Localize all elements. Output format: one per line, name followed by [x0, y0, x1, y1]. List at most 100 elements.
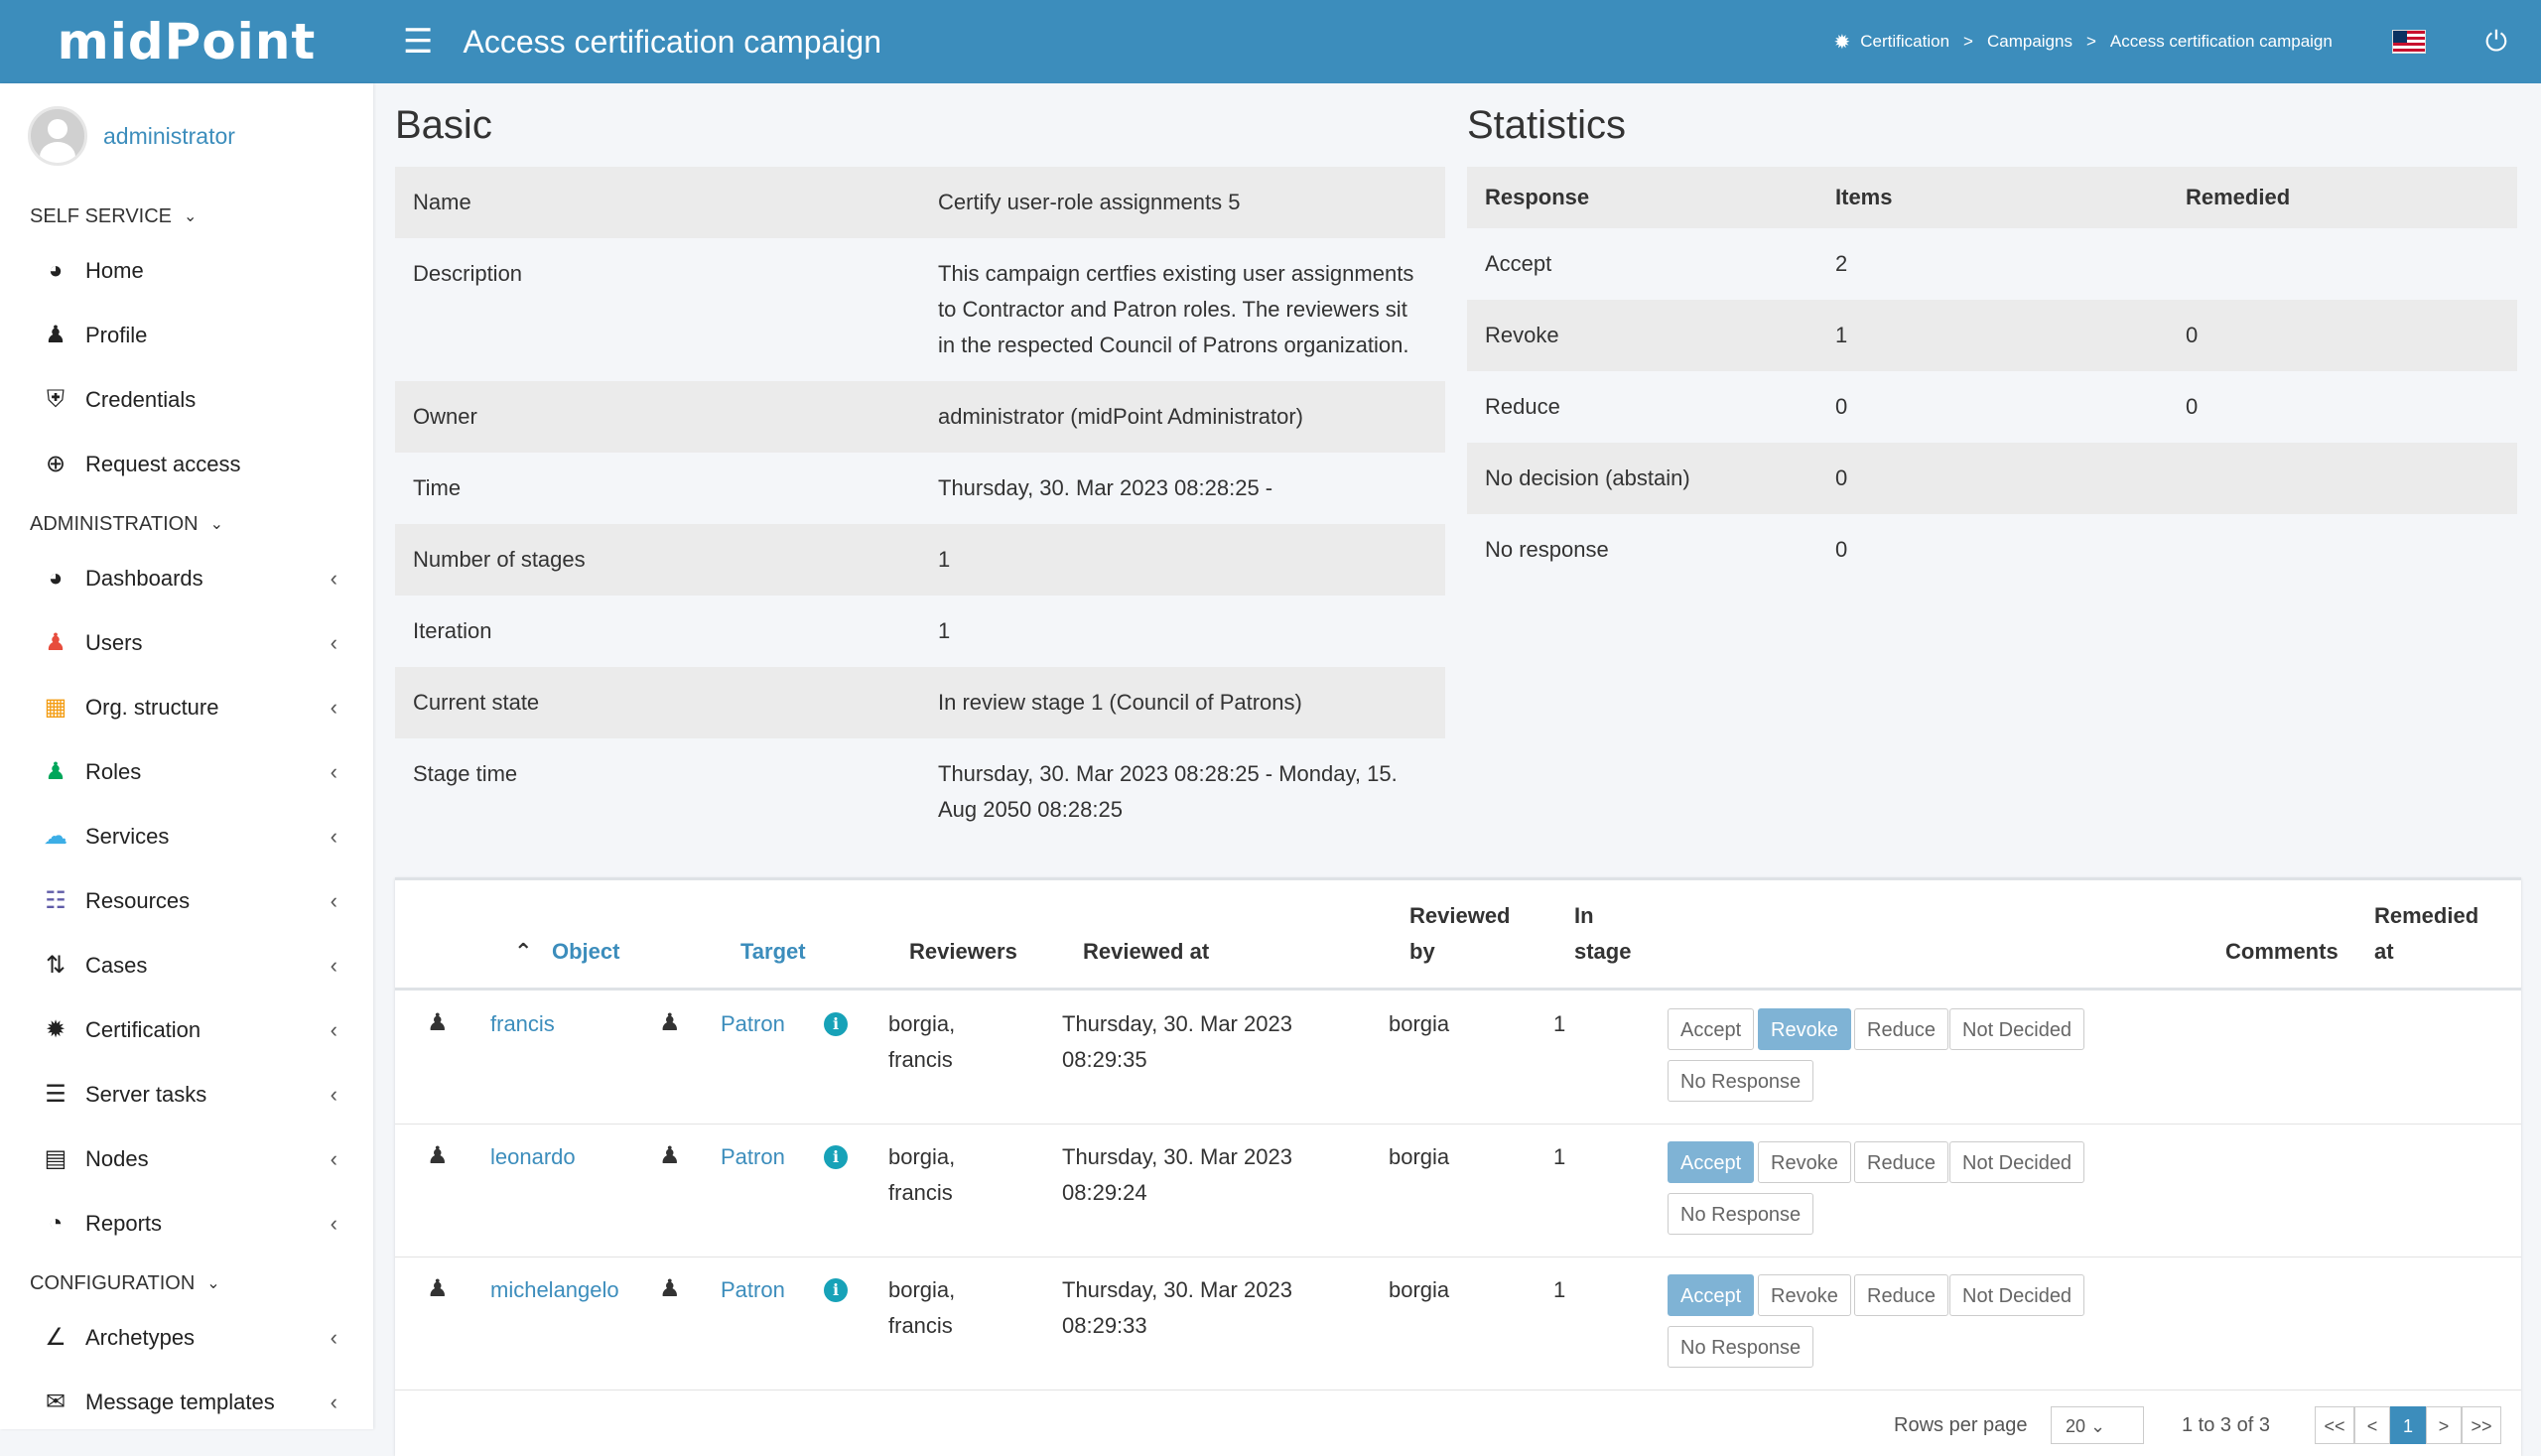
no-response-button[interactable]: No Response	[1668, 1193, 1814, 1235]
reviewed-by-cell: borgia	[1389, 1144, 1450, 1169]
sidebar-item-label: Message templates	[85, 1389, 275, 1414]
accept-button[interactable]: Accept	[1668, 1141, 1755, 1183]
basic-value: 1	[920, 524, 1445, 596]
sidebar-item-request-access[interactable]: ⊕ Request access	[0, 432, 373, 496]
section-self-service[interactable]: SELF SERVICE ⌄	[0, 195, 373, 238]
sidebar-item-profile[interactable]: ♟ Profile	[0, 303, 373, 367]
sidebar-item-credentials[interactable]: ⛨ Credentials	[0, 367, 373, 432]
sidebar-item-label: Dashboards	[85, 565, 203, 591]
info-icon[interactable]: i	[824, 1278, 848, 1302]
pager-first-button[interactable]: <<	[2315, 1406, 2354, 1444]
chevron-left-icon: ‹	[330, 565, 337, 591]
reduce-button[interactable]: Reduce	[1854, 1274, 1948, 1316]
not-decided-button[interactable]: Not Decided	[1949, 1008, 2085, 1050]
accept-button[interactable]: Accept	[1668, 1274, 1755, 1316]
cases-icon: ⇅	[45, 952, 67, 979]
chevron-left-icon: ‹	[330, 887, 337, 913]
rows-per-page-select[interactable]: 20 ⌄	[2051, 1406, 2144, 1444]
column-header-object[interactable]: Object	[552, 939, 620, 964]
pager-prev-button[interactable]: <	[2354, 1406, 2390, 1444]
section-label: SELF SERVICE	[30, 204, 173, 227]
statistics-header: Remedied	[2168, 167, 2517, 228]
column-header-target[interactable]: Target	[740, 939, 806, 964]
chevron-left-icon: ‹	[330, 823, 337, 849]
statistics-cell: Reduce	[1485, 394, 1560, 419]
sidebar-item-message-templates[interactable]: ✉ Message templates ‹	[0, 1370, 373, 1429]
sidebar-item-cases[interactable]: ⇅ Cases ‹	[0, 933, 373, 997]
in-stage-cell: 1	[1553, 1011, 1566, 1036]
cases-table-header: ⌃ Object Target Reviewers Reviewed at Re…	[395, 880, 2521, 991]
sidebar-item-nodes[interactable]: ▤ Nodes ‹	[0, 1126, 373, 1191]
user-icon: ♟	[427, 1142, 449, 1169]
statistics-cell: No response	[1485, 537, 1609, 562]
role-icon: ♟	[45, 758, 67, 785]
midpoint-logo[interactable]: midPoint	[57, 13, 317, 70]
section-configuration[interactable]: CONFIGURATION ⌄	[0, 1261, 373, 1305]
target-link[interactable]: Patron	[721, 1277, 785, 1302]
breadcrumb-item-campaigns[interactable]: Campaigns	[1986, 32, 2073, 51]
basic-label: Iteration	[413, 618, 492, 643]
pager-page-1-button[interactable]: 1	[2390, 1406, 2426, 1444]
not-decided-button[interactable]: Not Decided	[1949, 1141, 2085, 1183]
section-administration[interactable]: ADMINISTRATION ⌄	[0, 502, 373, 546]
language-flag-icon[interactable]	[2391, 30, 2426, 54]
sidebar-item-certification[interactable]: ✹ Certification ‹	[0, 997, 373, 1062]
reduce-button[interactable]: Reduce	[1854, 1141, 1948, 1183]
not-decided-button[interactable]: Not Decided	[1949, 1274, 2085, 1316]
statistics-cell: 0	[1817, 443, 2168, 514]
sidebar-item-services[interactable]: ☁ Services ‹	[0, 804, 373, 868]
no-response-button[interactable]: No Response	[1668, 1326, 1814, 1368]
sidebar-item-org-structure[interactable]: ▦ Org. structure ‹	[0, 675, 373, 739]
chevron-down-icon: ⌄	[2090, 1416, 2106, 1436]
object-link[interactable]: michelangelo	[490, 1277, 619, 1302]
info-icon[interactable]: i	[824, 1145, 848, 1169]
pager-last-button[interactable]: >>	[2462, 1406, 2501, 1444]
chevron-left-icon: ‹	[330, 1081, 337, 1107]
sidebar-item-archetypes[interactable]: ∠ Archetypes ‹	[0, 1305, 373, 1370]
object-link[interactable]: francis	[490, 1011, 555, 1036]
reviewed-by-cell: borgia	[1389, 1011, 1450, 1036]
revoke-button[interactable]: Revoke	[1758, 1274, 1851, 1316]
basic-row-stage-time: Stage time Thursday, 30. Mar 2023 08:28:…	[395, 738, 1445, 846]
logout-power-icon[interactable]: ⏻	[2484, 25, 2507, 57]
sidebar-item-reports[interactable]: ◔ Reports ‹	[0, 1191, 373, 1256]
revoke-button[interactable]: Revoke	[1758, 1141, 1851, 1183]
accept-button[interactable]: Accept	[1668, 1008, 1755, 1050]
tasks-icon: ☰	[45, 1081, 67, 1108]
menu-toggle-icon[interactable]: ☰	[403, 23, 434, 61]
sidebar-item-label: Nodes	[85, 1145, 149, 1171]
basic-value: Thursday, 30. Mar 2023 08:28:25 -	[938, 475, 1273, 500]
user-icon: ♟	[427, 1275, 449, 1302]
sidebar-item-roles[interactable]: ♟ Roles ‹	[0, 739, 373, 804]
reviewed-by-cell: borgia	[1389, 1277, 1450, 1302]
basic-row-description: Description This campaign certfies exist…	[395, 238, 1445, 381]
basic-row-owner: Owner administrator (midPoint Administra…	[395, 381, 1445, 453]
reviewed-at-cell: Thursday, 30. Mar 2023 08:29:24	[1062, 1144, 1292, 1205]
sidebar-item-label: Org. structure	[85, 694, 219, 720]
no-response-button[interactable]: No Response	[1668, 1060, 1814, 1102]
sidebar-item-label: Archetypes	[85, 1324, 196, 1350]
breadcrumb: ✹ Certification > Campaigns > Access cer…	[1834, 30, 2333, 55]
revoke-button[interactable]: Revoke	[1758, 1008, 1851, 1050]
statistics-row: Revoke 1 0	[1467, 300, 2517, 371]
target-link[interactable]: Patron	[721, 1144, 785, 1169]
reduce-button[interactable]: Reduce	[1854, 1008, 1948, 1050]
column-header-remedied-at: Remedied at	[2374, 903, 2479, 964]
pager-next-button[interactable]: >	[2426, 1406, 2462, 1444]
sidebar-item-server-tasks[interactable]: ☰ Server tasks ‹	[0, 1062, 373, 1126]
sort-asc-icon[interactable]: ⌃	[514, 939, 533, 964]
sidebar-item-home[interactable]: ◕ Home	[0, 238, 373, 303]
info-icon[interactable]: i	[824, 1012, 848, 1036]
in-stage-cell: 1	[1553, 1277, 1566, 1302]
user-icon: ♟	[427, 1009, 449, 1036]
basic-label: Name	[395, 167, 920, 238]
breadcrumb-item-certification[interactable]: Certification	[1860, 32, 1950, 51]
sidebar-item-dashboards[interactable]: ◕ Dashboards ‹	[0, 546, 373, 610]
basic-row-current-state: Current state In review stage 1 (Council…	[395, 667, 1445, 738]
object-link[interactable]: leonardo	[490, 1144, 576, 1169]
user-name-link[interactable]: administrator	[103, 122, 235, 149]
sidebar-item-resources[interactable]: ☷ Resources ‹	[0, 868, 373, 933]
target-link[interactable]: Patron	[721, 1011, 785, 1036]
sidebar-item-users[interactable]: ♟ Users ‹	[0, 610, 373, 675]
building-icon: ▦	[44, 694, 67, 721]
